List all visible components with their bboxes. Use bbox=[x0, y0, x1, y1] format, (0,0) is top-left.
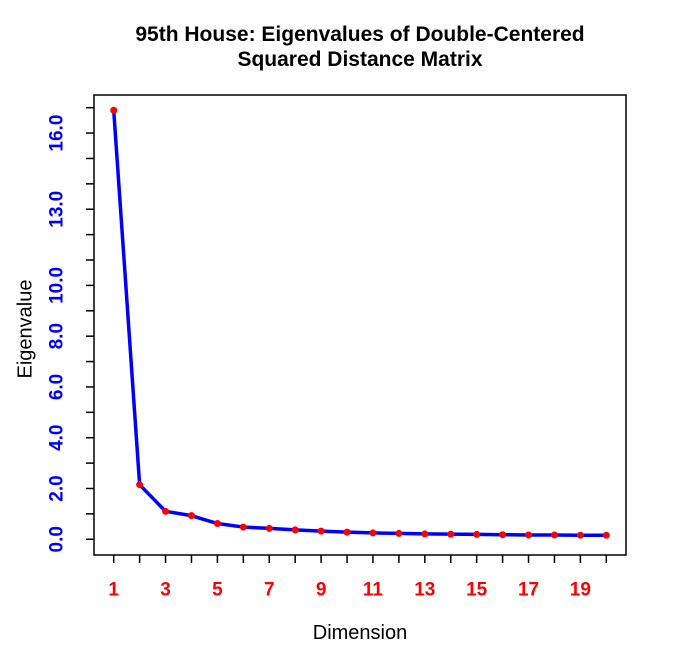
data-point bbox=[317, 527, 325, 535]
data-point bbox=[187, 512, 195, 520]
data-point bbox=[525, 531, 533, 539]
data-point bbox=[136, 481, 144, 489]
x-axis-title: Dimension bbox=[312, 622, 408, 644]
data-point bbox=[576, 531, 584, 539]
data-point bbox=[447, 530, 455, 538]
data-point bbox=[395, 529, 403, 537]
data-point bbox=[421, 530, 429, 538]
plot-box bbox=[93, 94, 627, 556]
y-tick-label: 6.0 bbox=[47, 374, 68, 400]
y-tick-label: 16.0 bbox=[47, 115, 68, 152]
data-point bbox=[239, 523, 247, 531]
data-point bbox=[213, 520, 221, 528]
x-tick-label: 9 bbox=[316, 580, 327, 601]
x-tick-label: 15 bbox=[466, 580, 488, 601]
y-tick-label: 13.0 bbox=[47, 191, 68, 228]
y-tick-label: 4.0 bbox=[47, 425, 68, 451]
data-point bbox=[550, 531, 558, 539]
x-tick-label: 17 bbox=[518, 580, 539, 601]
x-tick-label: 13 bbox=[414, 580, 435, 601]
y-tick-label: 8.0 bbox=[47, 323, 68, 349]
x-tick-label: 1 bbox=[108, 580, 119, 601]
data-point bbox=[369, 529, 377, 537]
chart-title-line1: 95th House: Eigenvalues of Double-Center… bbox=[135, 23, 585, 46]
x-tick-label: 7 bbox=[264, 580, 275, 601]
data-point bbox=[499, 531, 507, 539]
y-tick-label: 0.0 bbox=[47, 526, 68, 552]
eigenvalue-series-line bbox=[111, 108, 609, 537]
data-point bbox=[291, 526, 299, 534]
data-point bbox=[343, 528, 351, 536]
data-point bbox=[602, 531, 610, 539]
x-tick-label: 11 bbox=[363, 580, 384, 601]
chart-title-line2: Squared Distance Matrix bbox=[237, 48, 483, 71]
y-tick-label: 2.0 bbox=[47, 475, 68, 501]
y-axis-title: Eigenvalue bbox=[14, 279, 37, 379]
x-tick-label: 3 bbox=[160, 580, 171, 601]
chart-title: 95th House: Eigenvalues of Double-Center… bbox=[94, 22, 626, 72]
data-point bbox=[162, 507, 170, 515]
x-tick-label: 5 bbox=[212, 580, 223, 601]
data-point bbox=[265, 524, 273, 532]
data-point bbox=[110, 106, 118, 114]
x-tick-label: 19 bbox=[570, 580, 591, 601]
data-point bbox=[473, 530, 481, 538]
y-tick-label: 10.0 bbox=[47, 267, 68, 304]
